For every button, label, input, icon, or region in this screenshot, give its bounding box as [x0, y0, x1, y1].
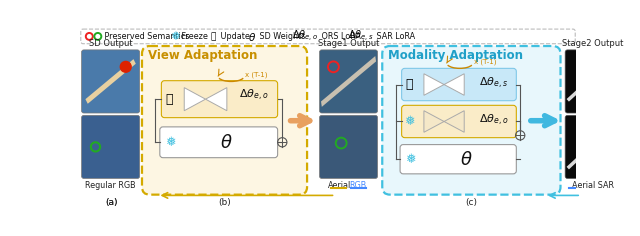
Text: SD Weights: SD Weights [257, 32, 305, 41]
Text: ❅: ❅ [405, 153, 415, 166]
FancyBboxPatch shape [402, 68, 516, 101]
FancyBboxPatch shape [81, 50, 140, 113]
Text: Freeze: Freeze [179, 32, 208, 41]
FancyBboxPatch shape [400, 145, 516, 174]
Polygon shape [424, 111, 444, 132]
Text: 🔥: 🔥 [165, 93, 173, 106]
Text: Aerial: Aerial [328, 181, 351, 190]
Polygon shape [205, 88, 227, 111]
Text: ❅: ❅ [404, 115, 415, 128]
Text: (c): (c) [465, 198, 477, 207]
FancyBboxPatch shape [565, 115, 621, 178]
Text: (b): (b) [218, 198, 231, 207]
Text: $\Delta\theta_{e,o}$: $\Delta\theta_{e,o}$ [479, 113, 509, 128]
Text: (a): (a) [105, 198, 117, 207]
Polygon shape [424, 74, 444, 95]
FancyBboxPatch shape [402, 105, 516, 138]
Text: Stage2 Output: Stage2 Output [563, 38, 624, 48]
Text: RGB: RGB [349, 181, 367, 190]
Text: SAR LoRA: SAR LoRA [374, 32, 415, 41]
Circle shape [120, 61, 131, 72]
Text: SD Output: SD Output [89, 38, 132, 48]
Text: (a): (a) [105, 198, 117, 207]
Text: View Adaptation: View Adaptation [148, 49, 257, 62]
Text: Aerial SAR: Aerial SAR [572, 181, 614, 190]
Text: x (T-1): x (T-1) [245, 71, 268, 78]
Text: 🔥: 🔥 [211, 32, 216, 41]
Text: Regular RGB: Regular RGB [85, 181, 136, 190]
Text: $\theta$: $\theta$ [248, 31, 256, 43]
FancyBboxPatch shape [382, 46, 561, 195]
Text: Stage1 Output: Stage1 Output [318, 38, 380, 48]
Polygon shape [444, 111, 464, 132]
FancyBboxPatch shape [161, 81, 278, 118]
Text: Preserved Semantics: Preserved Semantics [102, 32, 190, 41]
Text: ❅: ❅ [164, 136, 175, 149]
FancyBboxPatch shape [81, 115, 140, 178]
Text: Modality Adaptation: Modality Adaptation [388, 49, 524, 62]
Text: ❅: ❅ [170, 30, 179, 43]
Text: $\theta$: $\theta$ [460, 151, 472, 169]
FancyBboxPatch shape [142, 46, 307, 195]
Text: 🔥: 🔥 [406, 78, 413, 91]
Polygon shape [85, 59, 136, 104]
Text: x (T-1): x (T-1) [474, 58, 496, 65]
Text: $\Delta\theta_{e,o}$: $\Delta\theta_{e,o}$ [239, 88, 268, 103]
Polygon shape [444, 74, 464, 95]
Polygon shape [321, 56, 376, 107]
Text: $\Delta\theta_{e,s}$: $\Delta\theta_{e,s}$ [348, 29, 373, 44]
Text: $\Delta\theta_{e,o}$: $\Delta\theta_{e,o}$ [292, 29, 318, 44]
FancyBboxPatch shape [319, 115, 378, 178]
FancyBboxPatch shape [81, 29, 575, 44]
Text: $\theta$: $\theta$ [220, 134, 233, 152]
Polygon shape [184, 88, 205, 111]
Text: $\Delta\theta_{e,s}$: $\Delta\theta_{e,s}$ [479, 76, 509, 91]
FancyBboxPatch shape [565, 50, 621, 113]
FancyBboxPatch shape [160, 127, 278, 158]
FancyBboxPatch shape [319, 50, 378, 113]
Text: ORS LoRA: ORS LoRA [319, 32, 360, 41]
Text: Update: Update [218, 32, 250, 41]
